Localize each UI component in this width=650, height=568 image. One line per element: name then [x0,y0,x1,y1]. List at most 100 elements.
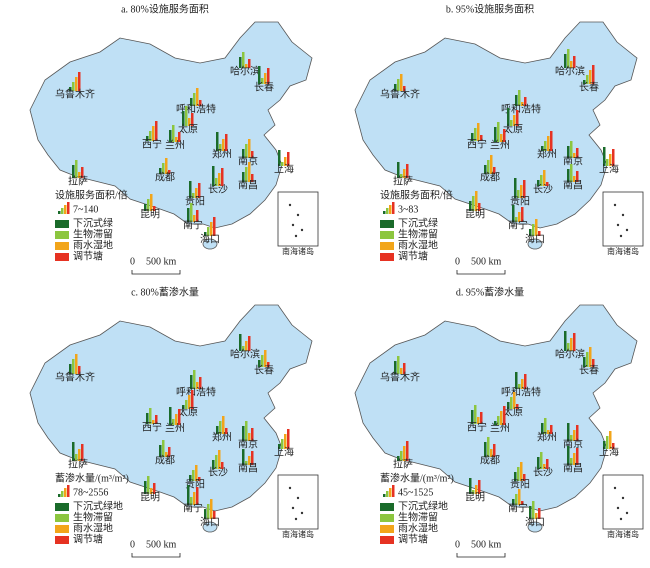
city-label: 上海 [274,162,294,175]
city-bar-glyph [544,418,547,434]
legend-range: 3~83 [398,204,418,215]
city-bar-glyph [400,451,403,461]
city-bar-glyph [239,57,242,68]
city-bar-glyph [570,141,573,158]
city-bar-glyph [281,162,284,166]
legend-swatch [55,503,69,511]
city-bar-glyph [507,108,510,126]
city-bar-glyph [535,513,538,519]
city-bar-glyph [182,405,185,409]
city-bar-glyph [75,160,78,178]
city-bar-glyph [264,73,267,84]
city-bar-glyph [550,425,553,434]
city-bar-glyph [546,459,549,469]
city-bar-glyph [540,452,543,469]
panel-title: c. 80%蓄渗水量 [131,285,199,298]
city-bar-glyph [573,153,576,158]
city-bar-glyph [520,185,523,198]
city-bar-glyph [606,436,609,449]
city-bar-glyph [537,180,540,186]
city-label: 长春 [579,81,599,93]
city-bar-glyph [219,144,222,151]
city-bar-glyph [403,169,406,178]
city-label: 哈尔滨 [230,347,260,360]
island-dot [291,506,295,510]
city-bar-glyph [500,411,503,425]
city-label: 成都 [155,454,175,466]
city-bar-glyph [403,363,406,374]
city-bar-glyph [564,331,567,351]
city-bar-glyph [242,52,245,68]
city-bar-glyph [190,203,193,222]
inset-label: 南海诸岛 [607,246,639,256]
legend-item: 雨水湿地 [73,238,113,251]
island-dot [619,234,623,238]
city-bar-glyph [487,160,490,174]
city-bar-glyph [503,406,506,425]
city-label: 太原 [503,405,523,418]
city-bar-glyph [517,190,520,198]
city-label: 郑州 [537,430,557,443]
legend-item: 下沉式绿地 [73,499,123,512]
city-bar-glyph [248,139,251,158]
city-bar-glyph [515,217,518,222]
city-bar-glyph [515,95,518,106]
legend-swatch [55,231,69,239]
legend-glyph [64,205,67,214]
city-bar-glyph [78,172,81,178]
city-bar-glyph [400,74,403,91]
city-bar-glyph [567,49,570,68]
city-bar-glyph [261,355,264,367]
city-bar-glyph [541,423,544,434]
city-label: 太原 [178,122,198,135]
city-bar-glyph [248,433,251,441]
city-bar-glyph [406,441,409,461]
city-label: 西宁 [142,137,162,150]
city-bar-glyph [75,354,78,374]
city-bar-glyph [267,68,270,84]
legend-item: 调节塘 [398,532,428,545]
city-bar-glyph [518,489,521,505]
city-label: 呼和浩特 [176,386,216,398]
city-bar-glyph [248,336,251,351]
legend-range: 78~2556 [73,487,108,498]
city-label: 郑州 [212,430,232,443]
city-bar-glyph [264,350,267,367]
city-label: 南昌 [238,461,258,474]
city-bar-glyph [567,446,570,465]
city-bar-glyph [529,229,532,236]
city-bar-glyph [196,382,199,389]
legend-range: 45~1525 [398,487,433,498]
legend-range: 7~140 [73,204,98,215]
city-label: 南宁 [183,218,203,231]
legend-swatch [380,503,394,511]
city-bar-glyph [475,191,478,211]
city-bar-glyph [397,356,400,374]
city-bar-glyph [484,165,487,174]
legend-glyph [67,202,70,214]
city-bar-glyph [242,346,245,351]
city-bar-glyph [251,451,254,465]
city-bar-glyph [147,199,150,211]
city-label: 南宁 [508,501,528,514]
city-bar-glyph [518,212,521,222]
city-bar-glyph [251,428,254,441]
panel-title: a. 80%设施服务面积 [121,2,209,15]
city-bar-glyph [146,136,149,141]
legend-item: 调节塘 [73,532,103,545]
city-label: 上海 [274,445,294,458]
city-bar-glyph [193,93,196,106]
city-bar-glyph [538,508,541,519]
legend-item: 下沉式绿地 [398,499,448,512]
city-bar-glyph [199,377,202,389]
city-label: 长春 [579,364,599,376]
island-dot [300,228,304,232]
city-label: 西宁 [142,420,162,433]
city-bar-glyph [576,425,579,441]
city-bar-glyph [69,87,72,91]
city-bar-glyph [213,511,216,519]
city-bar-glyph [72,82,75,91]
